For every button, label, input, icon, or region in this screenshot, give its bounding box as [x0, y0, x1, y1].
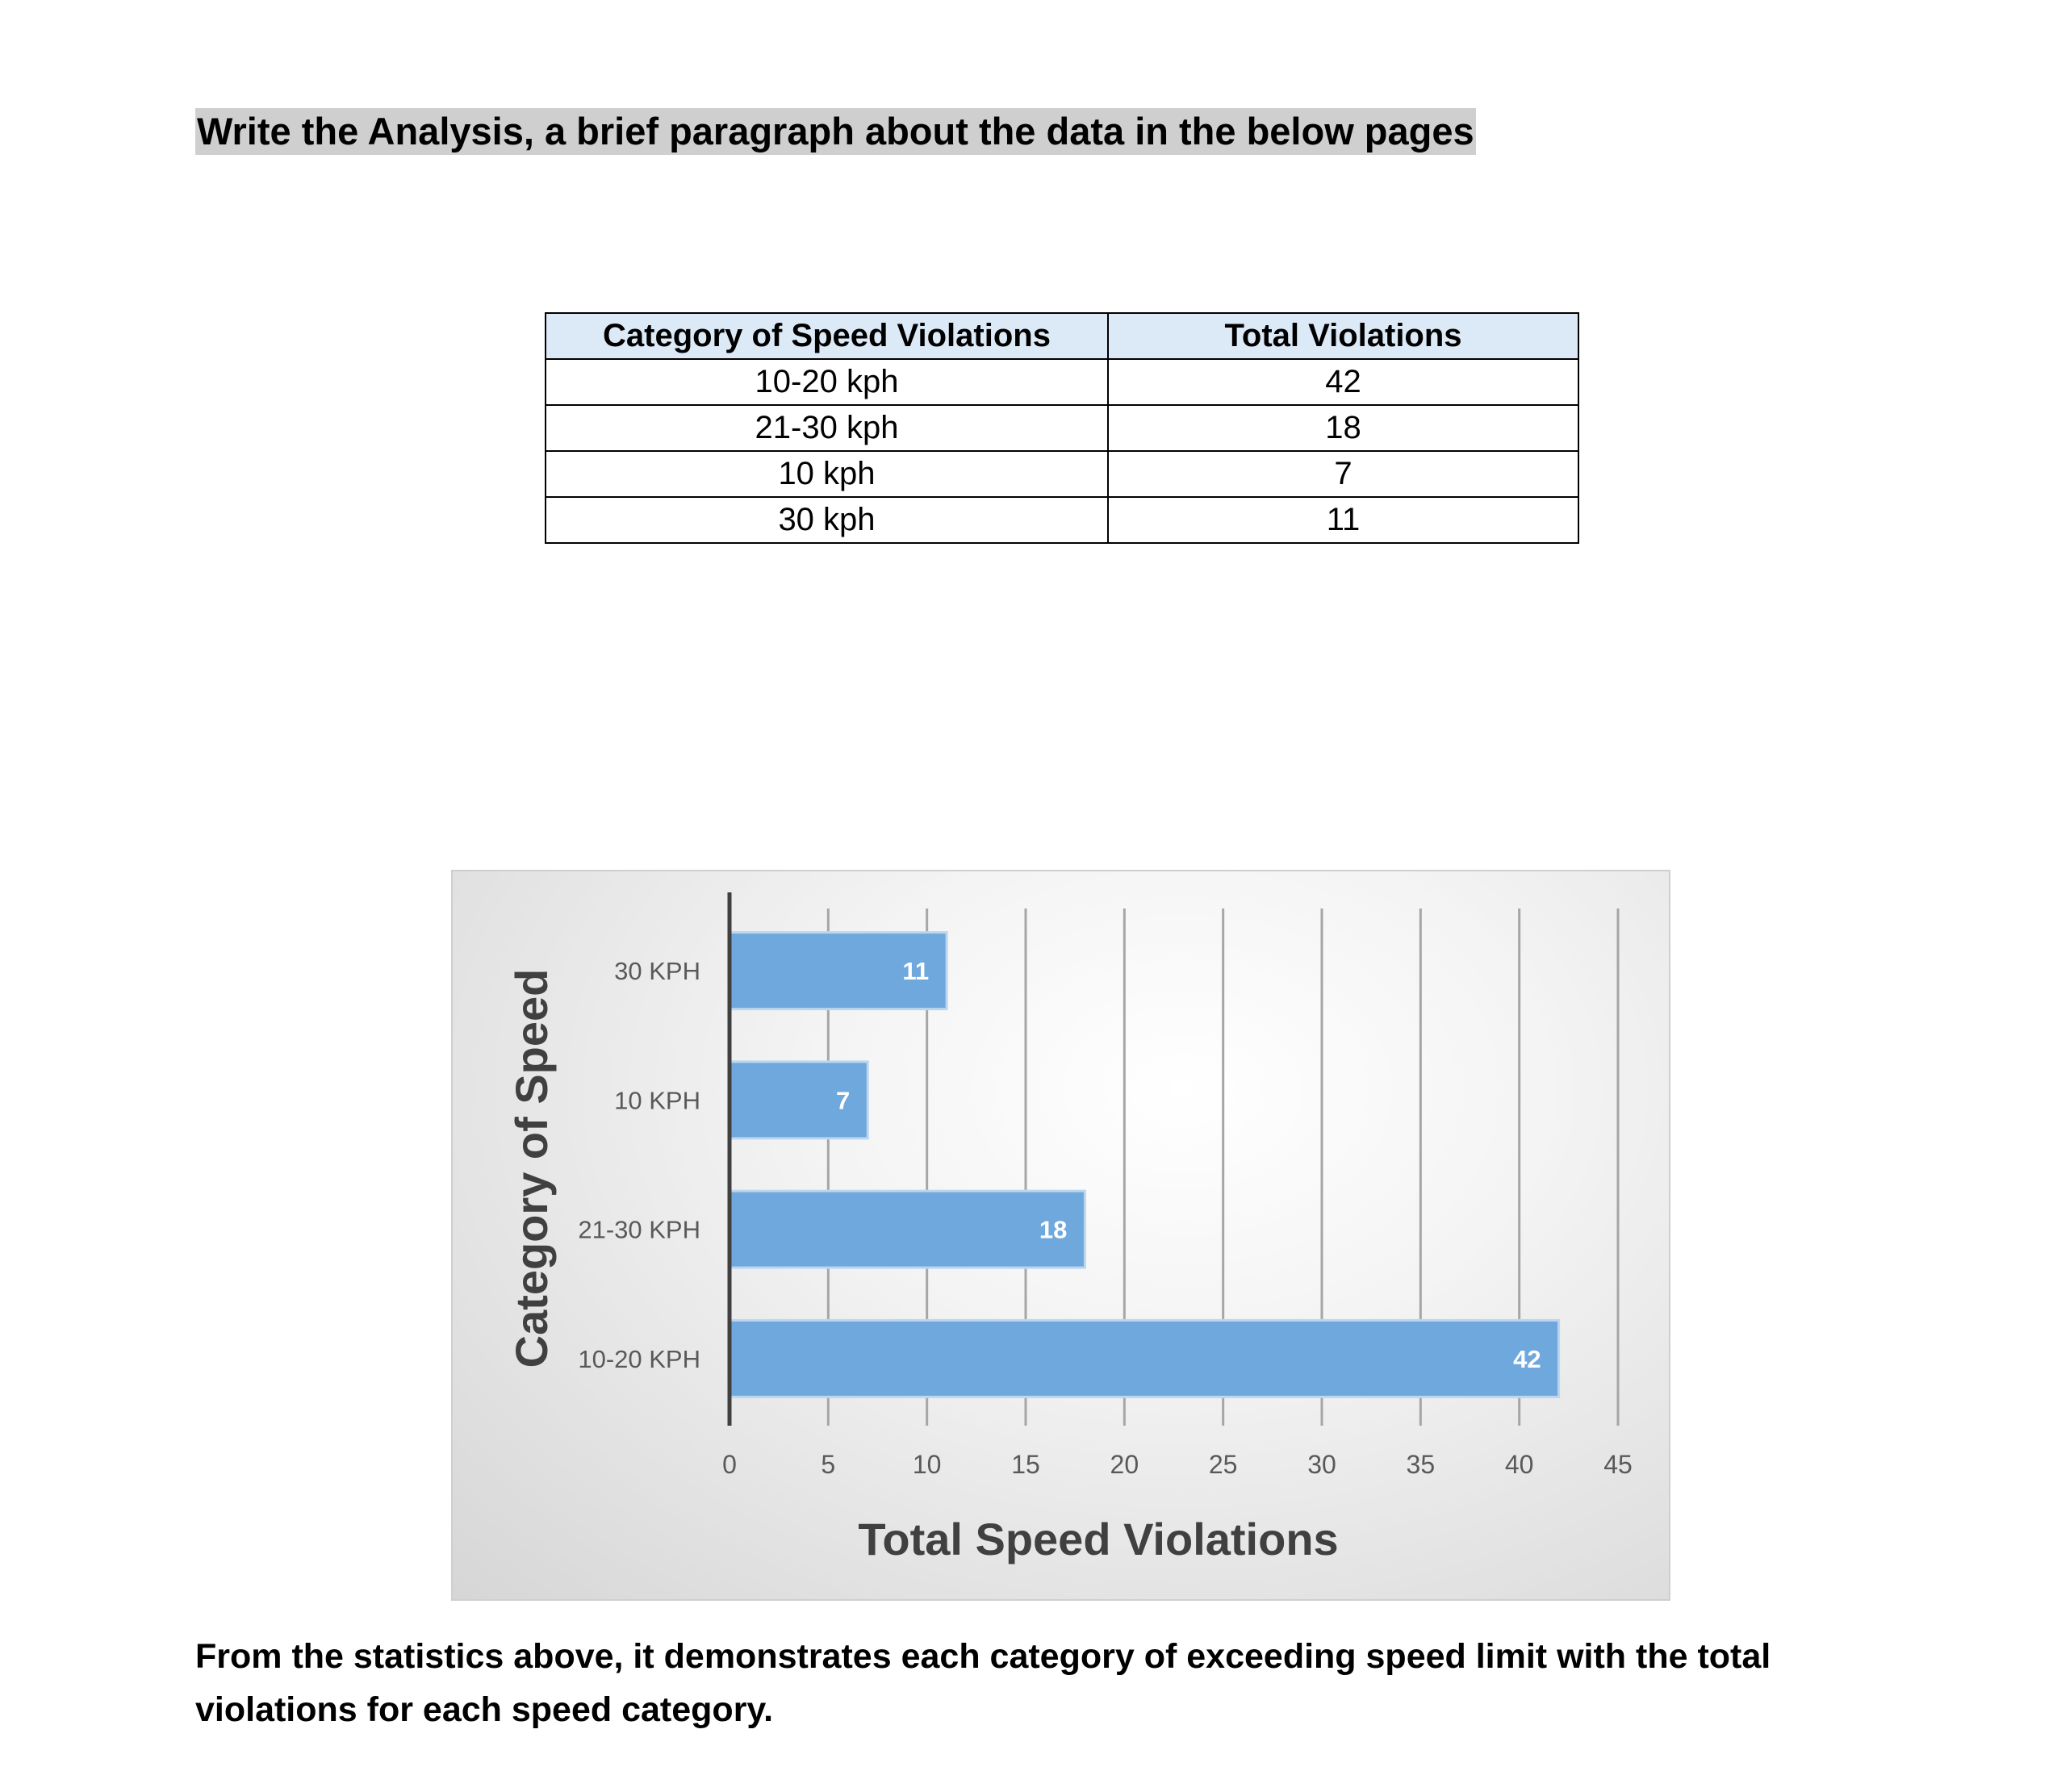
total-cell: 7 [1107, 450, 1579, 498]
x-tick-label: 40 [1505, 1450, 1534, 1479]
x-tick-label: 5 [821, 1450, 835, 1479]
total-cell: 18 [1107, 404, 1579, 452]
chart-plot: 0 5 10 15 20 25 30 35 40 45 42 10-20 KPH 18 21-30 KPH… [506, 892, 1633, 1564]
x-tick-label: 25 [1209, 1450, 1238, 1479]
x-axis-title: Total Speed Violations [858, 1514, 1338, 1564]
table-row: 30 kph 11 [545, 496, 1579, 544]
data-label: 7 [836, 1086, 850, 1114]
table-header-row: Category of Speed Violations Total Viola… [545, 312, 1579, 360]
column-header-total: Total Violations [1107, 312, 1579, 360]
page-heading: Write the Analysis, a brief paragraph ab… [195, 108, 1476, 155]
x-tick-label: 0 [722, 1450, 737, 1479]
y-tick-label: 10 KPH [614, 1086, 700, 1114]
y-axis-title: Category of Speed [506, 969, 557, 1368]
x-tick-label: 20 [1110, 1450, 1139, 1479]
bar [728, 1189, 1086, 1269]
violations-table: Category of Speed Violations Total Viola… [545, 312, 1579, 544]
data-label: 11 [902, 957, 929, 985]
x-tick-label: 10 [913, 1450, 942, 1479]
table-row: 10-20 kph 42 [545, 358, 1579, 406]
category-cell: 10 kph [545, 450, 1109, 498]
total-cell: 11 [1107, 496, 1579, 544]
column-header-category: Category of Speed Violations [545, 312, 1109, 360]
x-tick-label: 35 [1407, 1450, 1436, 1479]
x-tick-label: 30 [1307, 1450, 1336, 1479]
y-tick-label: 10-20 KPH [578, 1345, 700, 1373]
data-label: 18 [1039, 1216, 1067, 1244]
bar-chart: 0 5 10 15 20 25 30 35 40 45 42 10-20 KPH 18 21-30 KPH… [451, 870, 1670, 1601]
category-cell: 21-30 kph [545, 404, 1109, 452]
analysis-paragraph: From the statistics above, it demonstrat… [195, 1637, 1771, 1729]
x-tick-label: 45 [1603, 1450, 1633, 1479]
total-cell: 42 [1107, 358, 1579, 406]
x-tick-label: 15 [1011, 1450, 1040, 1479]
table-row: 21-30 kph 18 [545, 404, 1579, 452]
bar [728, 1318, 1561, 1398]
y-tick-label: 30 KPH [614, 957, 700, 985]
category-cell: 30 kph [545, 496, 1109, 544]
table-row: 10 kph 7 [545, 450, 1579, 498]
y-tick-label: 21-30 KPH [578, 1216, 700, 1244]
bar [728, 1060, 869, 1140]
category-cell: 10-20 kph [545, 358, 1109, 406]
data-label: 42 [1513, 1345, 1541, 1373]
